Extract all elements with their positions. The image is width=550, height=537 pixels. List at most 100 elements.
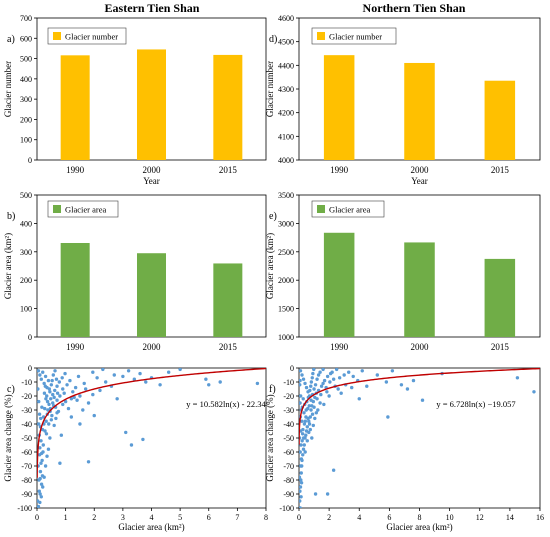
y-tick-label: 4300 xyxy=(278,85,294,94)
scatter-point xyxy=(166,370,171,374)
legend-box xyxy=(311,200,385,218)
y-tick-label: 400 xyxy=(20,75,32,84)
x-tick-label: 2000 xyxy=(411,342,430,352)
scatter-point xyxy=(45,394,49,398)
y-tick-label: 0 xyxy=(28,364,32,373)
legend-swatch xyxy=(53,32,61,40)
scatter-point xyxy=(58,394,62,398)
scatter-point xyxy=(342,373,346,377)
panel-label: e) xyxy=(269,211,277,222)
scatter-point xyxy=(81,408,85,412)
scatter-point xyxy=(299,457,304,461)
y-axis-label: Glacier area change (%) xyxy=(3,394,13,481)
panel-label: c) xyxy=(7,384,15,395)
y-tick-label: -10 xyxy=(283,378,294,387)
legend-swatch xyxy=(317,32,325,40)
panel-d: d) 4000 4100 4200 4300 4400 4500 4600 Glacier nu… xyxy=(265,14,541,186)
column-title-eastern: Eastern Tien Shan xyxy=(105,1,200,15)
scatter-point xyxy=(40,405,44,409)
scatter-point xyxy=(313,492,318,496)
scatter-point xyxy=(313,416,317,421)
scatter-point xyxy=(55,391,60,395)
bar-2000 xyxy=(136,49,167,160)
scatter-point xyxy=(303,450,307,454)
scatter-point xyxy=(40,474,45,478)
scatter-point xyxy=(337,376,342,380)
scatter-point xyxy=(43,384,48,388)
scatter-point xyxy=(299,378,302,383)
y-tick-label: 600 xyxy=(20,34,32,43)
scatter-point xyxy=(129,443,134,447)
panel-label: d) xyxy=(269,34,277,45)
scatter-point xyxy=(91,370,95,374)
scatter-point xyxy=(82,381,86,386)
scatter-point xyxy=(60,376,64,380)
legend-swatch xyxy=(53,205,61,213)
y-tick-label: -50 xyxy=(283,434,294,443)
scatter-point xyxy=(308,415,312,419)
y-tick-label: -30 xyxy=(283,406,294,415)
scatter-point xyxy=(63,399,68,404)
scatter-point xyxy=(207,383,211,387)
scatter-point xyxy=(52,423,56,428)
scatter-point xyxy=(39,439,43,443)
scatter-point xyxy=(37,387,40,391)
y-axis-label: Glacier area (km²) xyxy=(265,233,275,299)
scatter-point xyxy=(314,411,319,415)
legend-swatch xyxy=(317,205,325,213)
plot-frame xyxy=(298,367,541,509)
scatter-point xyxy=(45,399,50,404)
scatter-point xyxy=(305,425,309,429)
y-tick-label: 0 xyxy=(28,156,32,165)
scatter-point xyxy=(41,485,45,489)
scatter-point xyxy=(144,380,148,384)
x-tick-label: 1990 xyxy=(66,165,85,175)
scatter-point xyxy=(299,471,303,475)
scatter-point xyxy=(37,422,41,426)
scatter-point xyxy=(69,415,74,419)
scatter-point xyxy=(37,399,41,404)
scatter-points xyxy=(37,368,260,508)
scatter-point xyxy=(44,397,48,401)
scatter-point xyxy=(310,436,314,440)
y-tick-label: -100 xyxy=(17,504,32,513)
y-tick-label: -60 xyxy=(283,448,294,457)
scatter-point xyxy=(61,402,65,407)
y-tick-label: -40 xyxy=(21,420,32,429)
y-tick-label: -100 xyxy=(279,504,294,513)
x-tick-label: 3 xyxy=(121,513,125,522)
scatter-point xyxy=(339,391,343,395)
scatter-point xyxy=(375,373,380,377)
scatter-point xyxy=(204,377,208,381)
x-tick-label: 4 xyxy=(150,513,154,522)
x-axis-label: Glacier area (km²) xyxy=(118,522,184,532)
scatter-point xyxy=(309,384,313,388)
scatter-point xyxy=(51,401,55,405)
scatter-point xyxy=(112,373,116,377)
bar-2015 xyxy=(484,80,516,160)
scatter-point xyxy=(299,495,303,499)
scatter-point xyxy=(37,489,41,493)
bar-1990 xyxy=(60,55,90,160)
scatter-point xyxy=(304,415,308,419)
scatter-point xyxy=(299,499,302,503)
x-tick-label: 2000 xyxy=(143,165,162,175)
scatter-point xyxy=(71,390,75,394)
y-tick-label: -90 xyxy=(21,490,32,499)
scatter-point xyxy=(44,432,49,436)
bar-2000 xyxy=(136,253,167,337)
scatter-point xyxy=(54,377,59,381)
scatter-point xyxy=(315,377,319,381)
scatter-point xyxy=(405,387,410,391)
legend-label: Glacier number xyxy=(329,32,382,42)
legend: Glacier area xyxy=(311,200,385,218)
scatter-point xyxy=(39,461,43,465)
scatter-point xyxy=(331,377,336,381)
scatter-point xyxy=(334,368,339,372)
scatter-point xyxy=(54,416,58,421)
scatter-point xyxy=(299,478,303,482)
scatter-point xyxy=(47,422,51,426)
scatter-point xyxy=(299,475,302,479)
scatter-point xyxy=(325,492,330,496)
scatter-point xyxy=(92,413,96,418)
